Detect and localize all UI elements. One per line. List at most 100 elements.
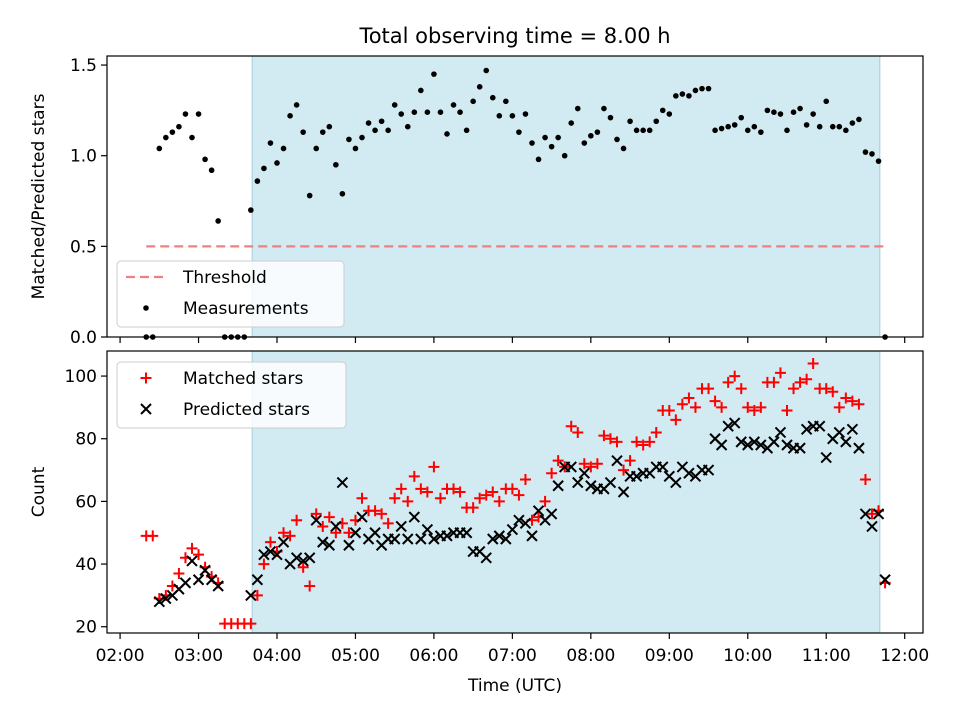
measurement-point xyxy=(601,105,607,112)
measurement-point xyxy=(202,156,208,163)
matched-stars-point xyxy=(729,370,741,382)
measurement-point xyxy=(705,85,712,92)
x-tick-label: 03:00 xyxy=(174,646,223,666)
predicted-stars-point xyxy=(702,464,715,476)
matched-stars-point xyxy=(833,401,845,413)
matched-stars-point xyxy=(323,511,335,523)
predicted-stars-point xyxy=(526,530,538,542)
predicted-stars-point xyxy=(846,423,859,436)
measurement-point xyxy=(548,143,555,150)
matched-stars-point xyxy=(859,473,871,485)
predicted-stars-point xyxy=(735,436,747,448)
matched-stars-point xyxy=(709,395,721,407)
predicted-stars-point xyxy=(578,467,591,479)
matched-stars-point xyxy=(513,489,525,501)
measurement-point xyxy=(293,102,300,108)
measurement-point xyxy=(568,120,575,126)
measurement-point xyxy=(633,127,640,134)
predicted-stars-point xyxy=(421,523,434,536)
measurement-point xyxy=(300,129,306,135)
matched-stars-point xyxy=(474,492,486,504)
matched-stars-point xyxy=(598,430,610,442)
predicted-stars-point xyxy=(519,517,532,530)
predicted-stars-point xyxy=(611,454,623,467)
predicted-stars-point xyxy=(768,436,780,448)
matched-stars-point xyxy=(402,495,414,507)
measurement-point xyxy=(476,84,483,90)
measurement-point xyxy=(450,102,457,108)
predicted-stars-point xyxy=(303,552,316,564)
predicted-stars-point xyxy=(683,467,695,479)
measurement-point xyxy=(725,123,731,130)
matched-stars-point xyxy=(689,401,701,413)
matched-stars-point xyxy=(794,376,806,388)
measurement-point xyxy=(777,111,784,117)
matched-stars-point xyxy=(448,483,460,495)
measurement-point xyxy=(398,111,405,117)
measurement-point xyxy=(411,109,418,115)
y-tick-label: 1.5 xyxy=(70,56,97,76)
measurement-point xyxy=(771,109,777,115)
matched-stars-point xyxy=(552,455,564,467)
matched-stars-point xyxy=(631,436,643,448)
predicted-stars-point xyxy=(277,536,290,548)
predicted-stars-point xyxy=(310,514,322,526)
matched-stars-point xyxy=(487,486,499,498)
predicted-stars-point xyxy=(343,539,355,551)
matched-stars-point xyxy=(840,392,852,404)
measurement-point xyxy=(653,118,660,125)
predicted-stars-point xyxy=(781,439,793,451)
matched-stars-point xyxy=(264,536,276,548)
matched-stars-point xyxy=(604,433,616,445)
predicted-stars-point xyxy=(552,480,564,492)
matched-stars-point xyxy=(454,486,466,498)
predicted-stars-point xyxy=(179,577,192,589)
measurement-point xyxy=(418,87,424,94)
predicted-stars-point xyxy=(630,470,643,483)
measurement-point xyxy=(313,145,320,152)
measurement-point xyxy=(607,114,614,121)
matched-stars-point xyxy=(853,398,865,410)
predicted-stars-point xyxy=(323,539,336,551)
predicted-stars-point xyxy=(336,476,349,489)
measurement-point xyxy=(333,161,339,168)
measurement-point xyxy=(862,149,869,155)
measurement-point xyxy=(509,113,516,119)
measurement-point xyxy=(215,218,221,224)
matched-stars-point xyxy=(618,464,630,476)
matched-stars-point xyxy=(624,455,636,467)
matched-stars-point xyxy=(297,561,309,573)
measurement-point xyxy=(836,123,843,130)
matched-stars-point xyxy=(251,589,263,601)
measurement-point xyxy=(535,156,542,163)
predicted-stars-point xyxy=(160,592,172,605)
top-panel-ratio: 0.0 0.5 1.0 1.5 Matched/Predicted stars Thres… xyxy=(29,55,924,348)
x-tick-label: 10:00 xyxy=(723,646,772,666)
measurement-point xyxy=(574,105,581,112)
measurement-point xyxy=(588,132,594,139)
measurement-point xyxy=(267,140,274,146)
matched-stars-point xyxy=(781,405,793,417)
measurement-point xyxy=(496,113,503,119)
measurement-point xyxy=(378,118,385,125)
legend-label: Threshold xyxy=(182,268,267,288)
y-tick-label: 0.0 xyxy=(70,328,97,348)
matched-stars-point xyxy=(546,467,558,479)
measurement-point xyxy=(738,114,745,121)
measurement-point xyxy=(431,71,437,77)
measurement-point xyxy=(849,120,856,126)
predicted-stars-point xyxy=(813,420,826,432)
predicted-stars-point xyxy=(369,527,381,539)
matched-stars-point xyxy=(421,486,433,498)
measurement-point xyxy=(516,129,522,135)
legend-predicted-marker xyxy=(140,403,152,415)
matched-stars-point xyxy=(807,358,819,370)
matched-stars-point xyxy=(173,567,185,579)
predicted-stars-point xyxy=(192,574,205,586)
predicted-stars-point xyxy=(859,508,872,520)
predicted-stars-point xyxy=(820,451,832,464)
measurement-point xyxy=(784,127,790,134)
measurement-point xyxy=(731,122,738,128)
matched-stars-point xyxy=(284,530,296,542)
